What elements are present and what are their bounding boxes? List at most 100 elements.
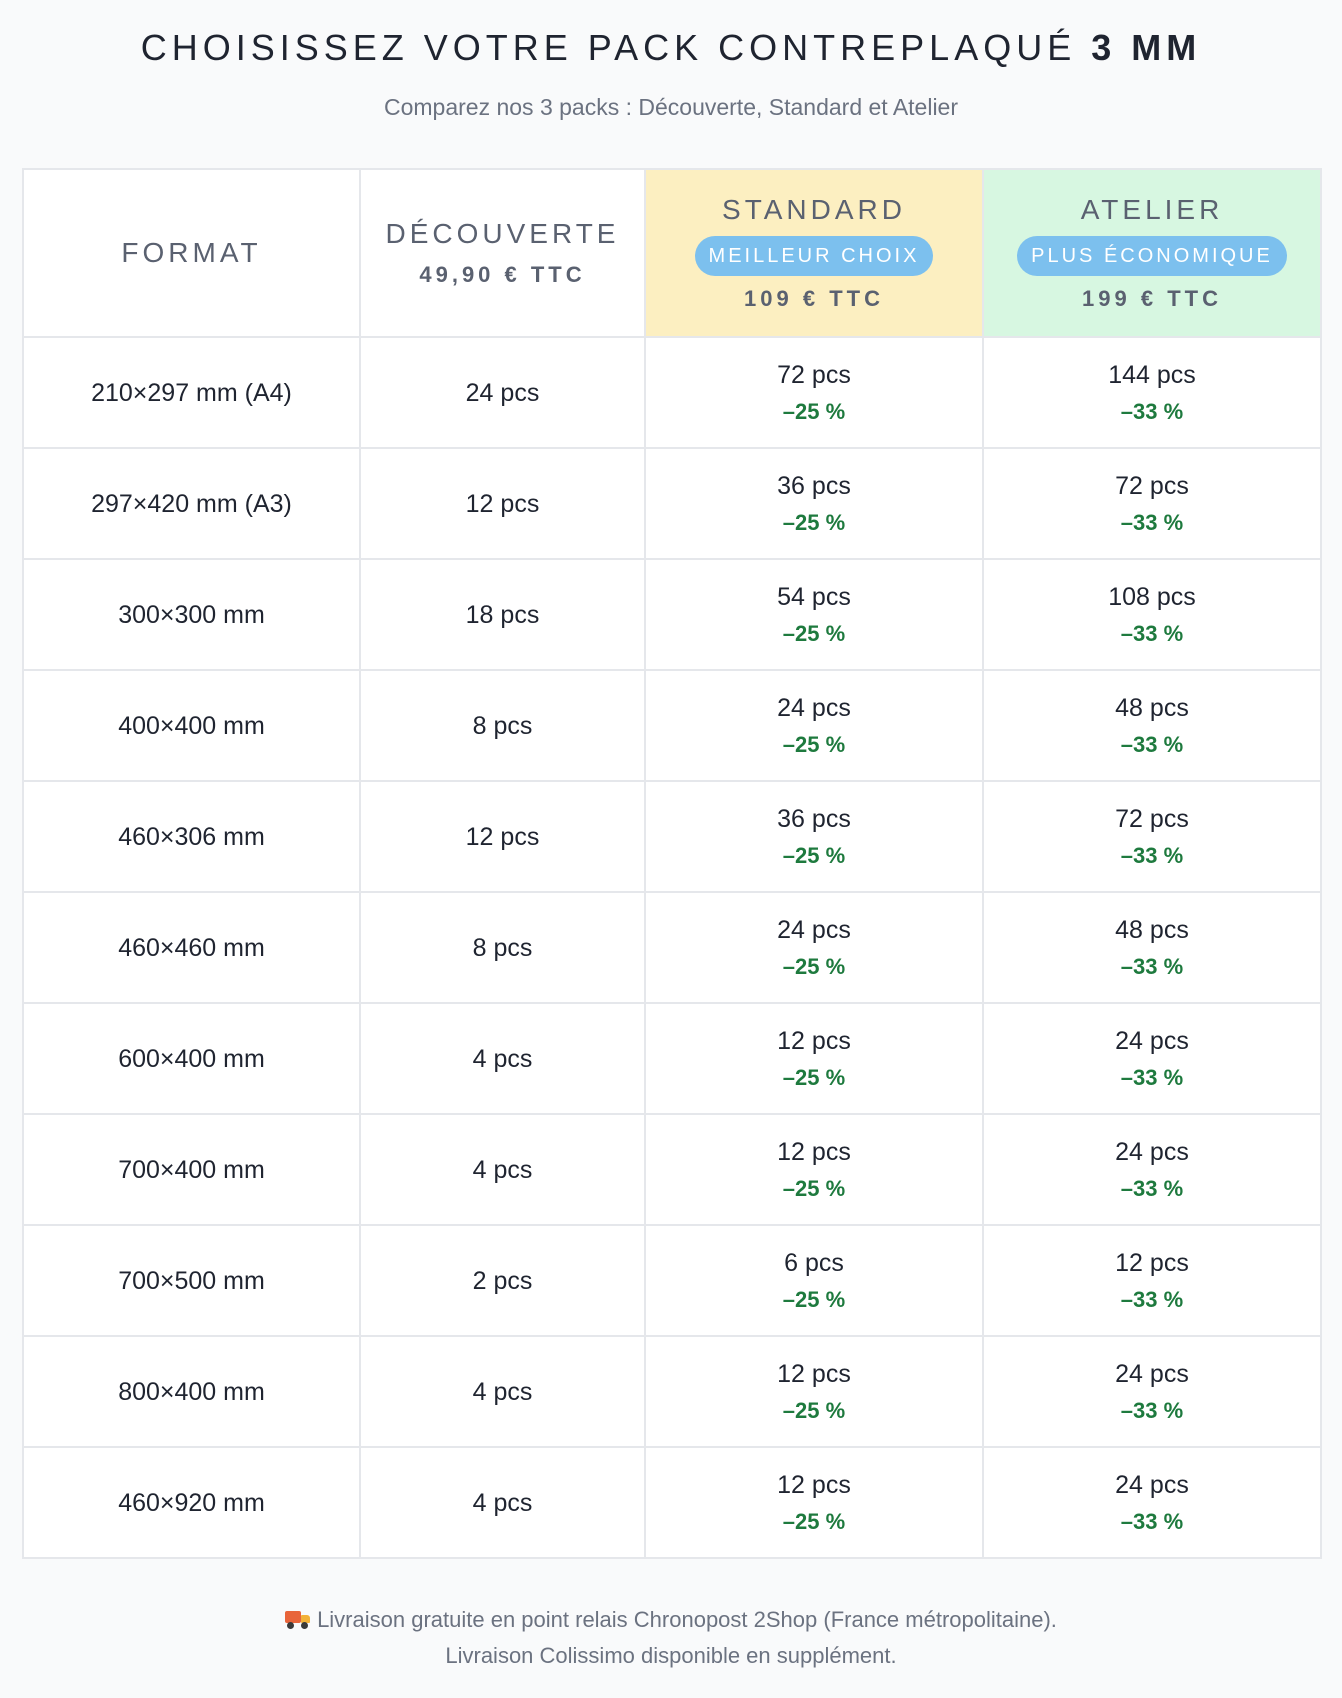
header-format-label: FORMAT bbox=[121, 237, 262, 268]
table-row: 300×300 mm 18 pcs 54 pcs –25 % 108 pcs –33 % bbox=[22, 558, 1322, 671]
table-header-row: FORMAT DÉCOUVERTE 49,90 € TTC STANDARD M… bbox=[22, 168, 1322, 338]
decouverte-qty: 24 pcs bbox=[465, 378, 540, 407]
decouverte-qty: 8 pcs bbox=[472, 933, 533, 962]
standard-discount: –25 % bbox=[782, 842, 846, 868]
cell-atelier: 144 pcs –33 % bbox=[982, 336, 1322, 449]
format-value: 800×400 mm bbox=[118, 1377, 265, 1406]
format-value: 460×460 mm bbox=[118, 933, 265, 962]
atelier-qty: 24 pcs bbox=[1115, 1026, 1189, 1055]
standard-qty: 12 pcs bbox=[777, 1470, 851, 1499]
header-atelier-label: ATELIER bbox=[1080, 194, 1224, 225]
cell-format: 400×400 mm bbox=[22, 669, 361, 782]
cell-atelier: 24 pcs –33 % bbox=[982, 1002, 1322, 1115]
cell-atelier: 24 pcs –33 % bbox=[982, 1446, 1322, 1559]
decouverte-qty: 4 pcs bbox=[472, 1155, 533, 1184]
standard-qty: 12 pcs bbox=[777, 1359, 851, 1388]
standard-discount: –25 % bbox=[782, 1175, 846, 1201]
cell-decouverte: 4 pcs bbox=[359, 1335, 646, 1448]
cell-decouverte: 4 pcs bbox=[359, 1113, 646, 1226]
cell-decouverte: 4 pcs bbox=[359, 1446, 646, 1559]
page-title-thickness: 3 MM bbox=[1091, 27, 1202, 68]
atelier-qty: 72 pcs bbox=[1115, 471, 1189, 500]
atelier-discount: –33 % bbox=[1120, 1397, 1184, 1423]
cell-standard: 12 pcs –25 % bbox=[644, 1335, 984, 1448]
atelier-qty: 48 pcs bbox=[1115, 915, 1189, 944]
most-economical-badge: PLUS ÉCONOMIQUE bbox=[1017, 236, 1287, 276]
cell-standard: 54 pcs –25 % bbox=[644, 558, 984, 671]
cell-decouverte: 8 pcs bbox=[359, 891, 646, 1004]
cell-atelier: 72 pcs –33 % bbox=[982, 780, 1322, 893]
page-title-main: CHOISISSEZ VOTRE PACK CONTREPLAQUÉ bbox=[140, 27, 1077, 68]
header-standard-label: STANDARD bbox=[722, 194, 906, 225]
standard-qty: 36 pcs bbox=[777, 471, 851, 500]
standard-qty: 12 pcs bbox=[777, 1137, 851, 1166]
standard-discount: –25 % bbox=[782, 953, 846, 979]
table-row: 210×297 mm (A4) 24 pcs 72 pcs –25 % 144 pcs –… bbox=[22, 336, 1322, 449]
atelier-qty: 72 pcs bbox=[1115, 804, 1189, 833]
cell-atelier: 48 pcs –33 % bbox=[982, 669, 1322, 782]
decouverte-qty: 8 pcs bbox=[472, 711, 533, 740]
cell-standard: 36 pcs –25 % bbox=[644, 447, 984, 560]
cell-standard: 12 pcs –25 % bbox=[644, 1446, 984, 1559]
atelier-discount: –33 % bbox=[1120, 953, 1184, 979]
table-row: 460×306 mm 12 pcs 36 pcs –25 % 72 pcs –33 % bbox=[22, 780, 1322, 893]
decouverte-qty: 18 pcs bbox=[465, 600, 540, 629]
cell-standard: 72 pcs –25 % bbox=[644, 336, 984, 449]
cell-decouverte: 12 pcs bbox=[359, 447, 646, 560]
cell-atelier: 24 pcs –33 % bbox=[982, 1113, 1322, 1226]
standard-discount: –25 % bbox=[782, 731, 846, 757]
format-value: 600×400 mm bbox=[118, 1044, 265, 1073]
standard-discount: –25 % bbox=[782, 1064, 846, 1090]
standard-discount: –25 % bbox=[782, 398, 846, 424]
table-body: 210×297 mm (A4) 24 pcs 72 pcs –25 % 144 pcs –… bbox=[22, 336, 1322, 1559]
standard-qty: 12 pcs bbox=[777, 1026, 851, 1055]
header-decouverte-price: 49,90 € TTC bbox=[419, 262, 586, 287]
format-value: 400×400 mm bbox=[118, 711, 265, 740]
table-row: 460×460 mm 8 pcs 24 pcs –25 % 48 pcs –33 % bbox=[22, 891, 1322, 1004]
cell-decouverte: 4 pcs bbox=[359, 1002, 646, 1115]
shipping-note-line-2: Livraison Colissimo disponible en supplé… bbox=[445, 1643, 897, 1668]
atelier-discount: –33 % bbox=[1120, 620, 1184, 646]
cell-format: 800×400 mm bbox=[22, 1335, 361, 1448]
table-row: 297×420 mm (A3) 12 pcs 36 pcs –25 % 72 pcs –3… bbox=[22, 447, 1322, 560]
atelier-discount: –33 % bbox=[1120, 1286, 1184, 1312]
cell-decouverte: 12 pcs bbox=[359, 780, 646, 893]
page-subtitle: Comparez nos 3 packs : Découverte, Stand… bbox=[383, 94, 959, 120]
standard-discount: –25 % bbox=[782, 1286, 846, 1312]
cell-standard: 24 pcs –25 % bbox=[644, 891, 984, 1004]
header-standard: STANDARD MEILLEUR CHOIX 109 € TTC bbox=[644, 168, 984, 338]
atelier-discount: –33 % bbox=[1120, 1064, 1184, 1090]
header-standard-price: 109 € TTC bbox=[744, 286, 884, 311]
header-decouverte-label: DÉCOUVERTE bbox=[385, 218, 620, 249]
atelier-discount: –33 % bbox=[1120, 1508, 1184, 1534]
atelier-qty: 12 pcs bbox=[1115, 1248, 1189, 1277]
table-row: 800×400 mm 4 pcs 12 pcs –25 % 24 pcs –33 % bbox=[22, 1335, 1322, 1448]
cell-decouverte: 24 pcs bbox=[359, 336, 646, 449]
format-value: 297×420 mm (A3) bbox=[91, 489, 292, 518]
cell-atelier: 24 pcs –33 % bbox=[982, 1335, 1322, 1448]
cell-format: 460×306 mm bbox=[22, 780, 361, 893]
header-decouverte: DÉCOUVERTE 49,90 € TTC bbox=[359, 168, 646, 338]
cell-format: 297×420 mm (A3) bbox=[22, 447, 361, 560]
cell-decouverte: 8 pcs bbox=[359, 669, 646, 782]
table-row: 400×400 mm 8 pcs 24 pcs –25 % 48 pcs –33 % bbox=[22, 669, 1322, 782]
cell-format: 460×460 mm bbox=[22, 891, 361, 1004]
atelier-qty: 48 pcs bbox=[1115, 693, 1189, 722]
header-atelier-price: 199 € TTC bbox=[1082, 286, 1222, 311]
standard-qty: 24 pcs bbox=[777, 693, 851, 722]
standard-discount: –25 % bbox=[782, 620, 846, 646]
format-value: 300×300 mm bbox=[118, 600, 265, 629]
atelier-qty: 24 pcs bbox=[1115, 1359, 1189, 1388]
format-value: 700×500 mm bbox=[118, 1266, 265, 1295]
cell-standard: 36 pcs –25 % bbox=[644, 780, 984, 893]
cell-format: 460×920 mm bbox=[22, 1446, 361, 1559]
standard-qty: 24 pcs bbox=[777, 915, 851, 944]
standard-qty: 6 pcs bbox=[784, 1248, 844, 1277]
format-value: 700×400 mm bbox=[118, 1155, 265, 1184]
shipping-note-line-1: Livraison gratuite en point relais Chron… bbox=[0, 1602, 1342, 1638]
format-value: 210×297 mm (A4) bbox=[91, 378, 292, 407]
standard-qty: 54 pcs bbox=[777, 582, 851, 611]
standard-discount: –25 % bbox=[782, 1508, 846, 1534]
decouverte-qty: 4 pcs bbox=[472, 1044, 533, 1073]
atelier-discount: –33 % bbox=[1120, 731, 1184, 757]
